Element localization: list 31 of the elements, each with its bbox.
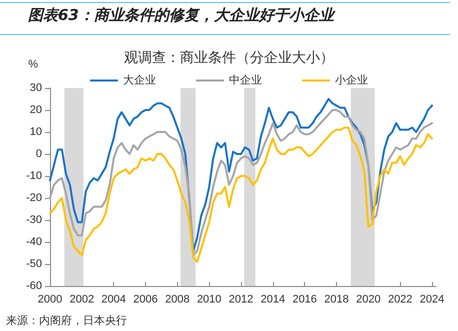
- x-tick-label: 2006: [133, 294, 158, 306]
- x-tick-label: 2002: [70, 294, 94, 306]
- y-tick-label: 10: [30, 126, 42, 138]
- y-axis-title: %: [28, 58, 38, 70]
- chart-subtitle: 观调查：商业条件（分企业大小）: [124, 50, 334, 66]
- x-tick-label: 2020: [356, 294, 381, 306]
- x-tick-label: 2016: [292, 294, 317, 306]
- x-tick-label: 2012: [228, 294, 254, 306]
- legend-label: 中企业: [229, 74, 262, 86]
- y-tick-label: -10: [26, 170, 42, 182]
- y-tick-label: -20: [26, 192, 42, 204]
- y-tick-label: 20: [30, 104, 42, 116]
- y-tick-label: 30: [30, 82, 42, 94]
- y-tick-label: -60: [26, 280, 42, 292]
- x-tick-label: 2004: [101, 294, 126, 306]
- y-tick-label: 0: [36, 148, 42, 160]
- x-tick-label: 2008: [165, 294, 190, 306]
- x-tick-label: 2000: [38, 294, 62, 306]
- x-tick-label: 2022: [388, 294, 412, 306]
- x-tick-label: 2024: [420, 294, 444, 306]
- x-tick-label: 2014: [260, 294, 286, 306]
- x-tick-label: 2018: [324, 294, 349, 306]
- x-tick-label: 2010: [196, 294, 222, 306]
- chart-title: 图表63：商业条件的修复，大企业好于小企业: [28, 6, 334, 25]
- y-tick-label: -50: [26, 258, 42, 270]
- source-note: 来源：内阁府，日本央行: [6, 313, 127, 328]
- legend-label: 小企业: [335, 74, 368, 86]
- y-tick-label: -40: [26, 236, 42, 248]
- y-tick-label: -30: [26, 214, 42, 226]
- line-series: [49, 126, 434, 263]
- legend-label: 大企业: [123, 74, 156, 86]
